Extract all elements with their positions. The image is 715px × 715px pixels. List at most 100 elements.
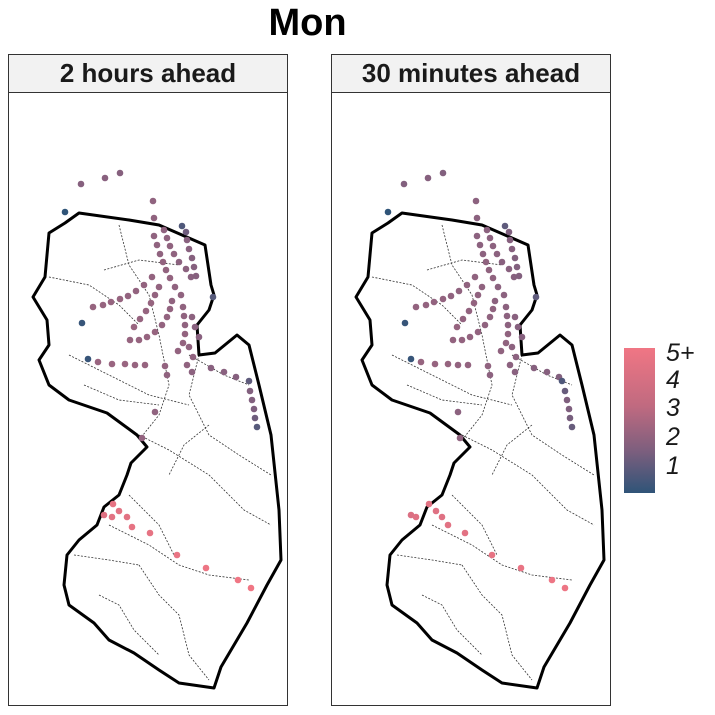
station-point — [163, 313, 171, 321]
station-point — [504, 321, 512, 329]
station-point — [489, 305, 497, 313]
station-point — [107, 298, 115, 306]
panel-strip-label: 2 hours ahead — [9, 55, 287, 93]
station-point — [517, 564, 525, 572]
station-point — [481, 321, 489, 329]
state-map — [31, 169, 283, 690]
station-point — [568, 423, 576, 431]
station-point — [147, 299, 155, 307]
station-point — [89, 303, 97, 311]
station-point — [444, 360, 452, 368]
station-point — [482, 258, 490, 266]
station-point — [500, 291, 508, 299]
station-point — [454, 361, 462, 369]
station-point — [148, 273, 156, 281]
station-point — [159, 258, 167, 266]
station-point — [155, 283, 163, 291]
station-point — [78, 319, 86, 327]
station-point — [247, 584, 255, 592]
station-point — [146, 529, 154, 537]
station-point — [245, 377, 253, 385]
legend-label-5plus: 5+ — [666, 339, 695, 367]
station-point — [77, 180, 85, 188]
station-point — [250, 405, 258, 413]
station-point — [124, 292, 132, 300]
station-point — [131, 361, 139, 369]
panel-strip-label: 30 minutes ahead — [332, 55, 610, 93]
county-boundary — [441, 224, 493, 441]
county-boundary — [138, 434, 272, 526]
legend-colorbar — [624, 348, 655, 493]
station-point — [178, 222, 186, 230]
station-point — [417, 358, 425, 366]
station-point — [407, 511, 415, 519]
station-point — [400, 180, 408, 188]
station-point — [135, 336, 143, 344]
station-point — [160, 226, 168, 234]
legend-label-2: 2 — [666, 423, 680, 451]
station-point — [202, 564, 210, 572]
county-boundary — [138, 564, 210, 681]
station-point — [188, 368, 196, 376]
station-point — [532, 293, 540, 301]
legend-label-4: 4 — [666, 366, 680, 394]
station-point — [246, 387, 254, 395]
station-point — [166, 242, 174, 250]
station-point — [543, 368, 551, 376]
legend-label-1: 1 — [666, 452, 680, 480]
county-boundary — [511, 354, 595, 476]
station-point — [465, 307, 473, 315]
station-point — [461, 529, 469, 537]
map-panel-30-minutes: 30 minutes ahead — [331, 54, 611, 706]
station-point — [466, 333, 474, 341]
station-point — [508, 245, 516, 253]
station-point — [173, 551, 181, 559]
county-boundary — [406, 384, 483, 406]
station-point — [207, 364, 215, 372]
station-point — [132, 287, 140, 295]
station-point — [471, 273, 479, 281]
station-point — [439, 169, 447, 177]
station-point — [485, 266, 493, 274]
station-point — [136, 315, 144, 323]
station-point — [171, 283, 179, 291]
station-point — [142, 307, 150, 315]
station-point — [128, 523, 136, 531]
station-point — [174, 347, 182, 355]
station-point — [473, 232, 481, 240]
station-point — [177, 291, 185, 299]
station-point — [182, 228, 190, 236]
station-point — [234, 576, 242, 584]
station-point — [166, 305, 174, 313]
county-boundary — [461, 434, 595, 526]
station-point — [444, 521, 452, 529]
station-point — [486, 313, 494, 321]
station-point — [151, 408, 159, 416]
station-point — [84, 355, 92, 363]
station-point — [108, 360, 116, 368]
station-point — [473, 214, 481, 222]
station-point — [498, 258, 506, 266]
station-point — [459, 315, 467, 323]
station-point — [179, 303, 187, 311]
station-point — [407, 355, 415, 363]
station-point — [474, 328, 482, 336]
county-boundary — [168, 424, 210, 476]
station-point — [220, 368, 228, 376]
station-point — [251, 414, 259, 422]
station-point — [248, 396, 256, 404]
county-boundary — [461, 564, 533, 681]
station-point — [565, 405, 573, 413]
station-point — [209, 293, 217, 301]
station-point — [187, 273, 195, 281]
station-point — [491, 297, 499, 305]
station-point — [561, 387, 569, 395]
station-point — [548, 576, 556, 584]
station-point — [514, 323, 522, 331]
station-point — [511, 368, 519, 376]
station-point — [188, 254, 196, 262]
station-point — [100, 511, 108, 519]
station-point — [181, 321, 189, 329]
station-point — [161, 362, 169, 370]
station-point — [463, 281, 471, 289]
